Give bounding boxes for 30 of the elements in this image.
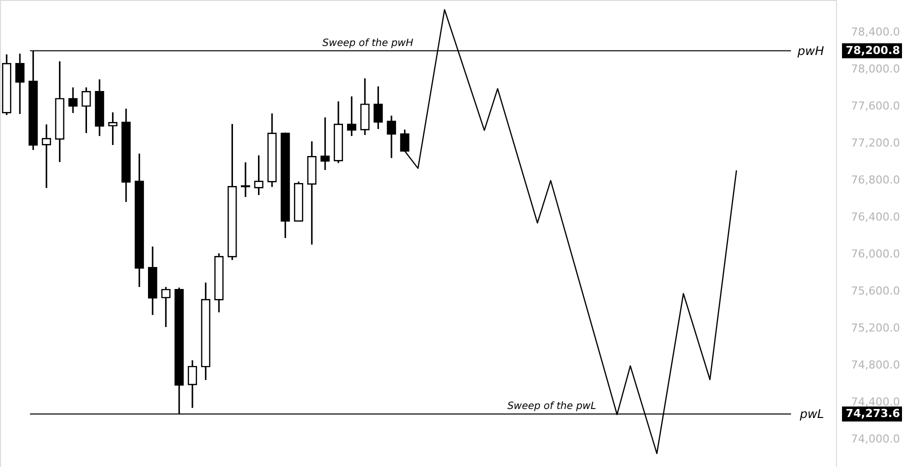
y-tick-label: 76,800.0 [851, 173, 900, 186]
annotation: Sweep of the pwL [507, 400, 596, 412]
y-tick-label: 74,000.0 [851, 432, 900, 446]
candlestick [347, 96, 356, 137]
candlestick [374, 86, 383, 130]
candlestick [386, 114, 396, 159]
ref-line-label: pwH [796, 44, 824, 58]
y-tick-label: 78,400.0 [851, 25, 900, 38]
y-tick-label: 76,000.0 [851, 247, 900, 260]
y-tick-label: 74,400.0 [851, 395, 900, 408]
candlestick [68, 86, 78, 114]
y-tick-label: 74,273.6 [846, 406, 900, 420]
annotation: Sweep of the pwH [322, 38, 414, 49]
y-tick-label: 77,600.0 [851, 99, 900, 112]
candlestick [254, 154, 264, 196]
y-tick-label: 78,200.8 [846, 44, 900, 57]
candlestick [42, 124, 52, 189]
y-tick-label: 75,200.0 [851, 321, 900, 334]
candlestick [320, 116, 330, 171]
candlestick [108, 112, 118, 146]
y-tick-label: 78,000.0 [851, 62, 900, 76]
y-tick-label: 77,200.0 [851, 136, 900, 150]
candlestick [82, 86, 91, 134]
y-tick-label: 74,800.0 [851, 358, 900, 372]
candlestick [161, 286, 170, 328]
candlestick [188, 360, 198, 409]
candlestick [15, 52, 25, 115]
y-tick-label: 75,600.0 [851, 284, 900, 298]
ref-line-label: pwL [798, 406, 824, 421]
y-tick-label: 76,400.0 [851, 210, 900, 224]
